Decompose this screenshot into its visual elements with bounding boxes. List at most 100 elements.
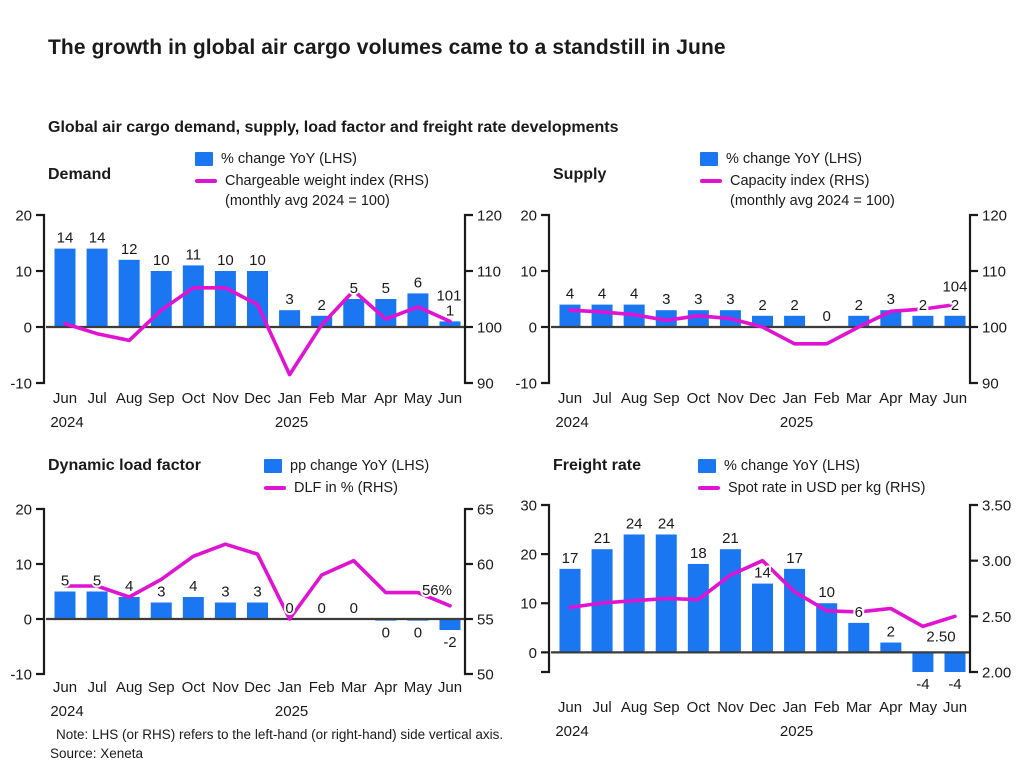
month-label: Jul xyxy=(87,679,106,696)
rhs-tick-label: 3.00 xyxy=(982,553,1011,570)
month-label: Aug xyxy=(116,679,143,696)
month-label: Jul xyxy=(87,390,106,407)
lhs-tick-label: 30 xyxy=(520,498,537,515)
bar-May xyxy=(912,652,934,672)
legend-line-label: Spot rate in USD per kg (RHS) xyxy=(728,480,926,496)
bar-value-label: 1 xyxy=(446,302,454,319)
rhs-tick-label: 90 xyxy=(982,376,999,393)
bar-value-label: 10 xyxy=(153,252,170,269)
month-label: Oct xyxy=(687,699,711,716)
bar-Jan xyxy=(279,310,301,327)
month-label: Oct xyxy=(182,679,206,696)
bar-Dec xyxy=(246,602,268,619)
month-label: Apr xyxy=(879,390,902,407)
legend-bar-label: % change YoY (LHS) xyxy=(221,151,357,167)
month-label: Jul xyxy=(592,699,611,716)
rhs-tick-label: 120 xyxy=(477,208,502,225)
month-label: Dec xyxy=(749,390,776,407)
month-label: Jun xyxy=(558,699,582,716)
lhs-tick-label: 20 xyxy=(15,208,32,225)
month-label: Mar xyxy=(846,699,872,716)
rhs-tick-label: 55 xyxy=(477,612,494,629)
bar-Jun xyxy=(944,315,966,327)
rhs-tick-label: 65 xyxy=(477,502,494,519)
line-end-label: 101 xyxy=(436,287,461,304)
month-label: Jan xyxy=(277,390,301,407)
month-label: May xyxy=(909,390,938,407)
month-label: Jan xyxy=(277,679,301,696)
rhs-tick-label: 90 xyxy=(477,376,494,393)
bar-value-label: 6 xyxy=(855,604,863,621)
bar-Jun xyxy=(54,591,76,619)
bar-value-label: 14 xyxy=(89,230,106,247)
month-label: Jun xyxy=(558,390,582,407)
bar-Dec xyxy=(751,583,773,653)
bar-Jun xyxy=(944,652,966,672)
month-label: Feb xyxy=(814,390,840,407)
month-label: Nov xyxy=(717,699,744,716)
chart-title-dlf: Dynamic load factor xyxy=(48,457,201,474)
bar-value-label: 3 xyxy=(887,291,895,308)
month-label: Feb xyxy=(309,390,335,407)
bar-value-label: 4 xyxy=(125,578,133,595)
bar-swatch-icon xyxy=(195,152,213,166)
bar-value-label: 3 xyxy=(726,291,734,308)
month-label: Dec xyxy=(244,390,271,407)
bar-value-label: 2 xyxy=(317,297,325,314)
lhs-tick-label: 10 xyxy=(520,596,537,613)
bar-Jan xyxy=(784,315,806,327)
bar-Jun xyxy=(559,568,581,653)
bar-value-label: 21 xyxy=(722,530,739,547)
line-end-label: 2.50 xyxy=(926,628,955,645)
bar-Feb xyxy=(311,315,333,327)
legend-item-line: Spot rate in USD per kg (RHS) xyxy=(698,478,925,498)
month-label: Jun xyxy=(943,390,967,407)
lhs-tick-label: 10 xyxy=(15,264,32,281)
bar-value-label: 2 xyxy=(887,624,895,641)
trend-line xyxy=(568,302,957,346)
legend-item-bars: % change YoY (LHS) xyxy=(700,149,895,169)
bar-value-label: 4 xyxy=(189,578,197,595)
month-label: Aug xyxy=(621,390,648,407)
bar-value-label: 5 xyxy=(350,280,358,297)
year-label: 2025 xyxy=(275,414,308,431)
bar-May xyxy=(407,293,429,327)
legend-bar-label: % change YoY (LHS) xyxy=(726,151,862,167)
bar-value-label: 3 xyxy=(253,584,261,601)
bar-value-label: 10 xyxy=(217,252,234,269)
month-label: Jan xyxy=(782,390,806,407)
bar-value-label: 5 xyxy=(61,573,69,590)
month-label: Feb xyxy=(814,699,840,716)
bar-value-label: 3 xyxy=(694,291,702,308)
right-axis xyxy=(968,503,978,674)
bar-value-label: 2 xyxy=(758,297,766,314)
bar-value-label: 3 xyxy=(157,584,165,601)
line-swatch-icon xyxy=(264,486,286,490)
bar-value-label: 5 xyxy=(382,280,390,297)
bar-value-label: 3 xyxy=(662,291,670,308)
month-label: Jun xyxy=(53,679,77,696)
bar-value-label: 2 xyxy=(790,297,798,314)
legend-item-line: Capacity index (RHS) (monthly avg 2024 = … xyxy=(700,171,895,211)
footnote: Note: LHS (or RHS) refers to the left-ha… xyxy=(56,727,504,742)
bar-Oct xyxy=(182,265,204,327)
lhs-tick-label: 0 xyxy=(529,645,537,662)
legend-item-line: DLF in % (RHS) xyxy=(264,478,429,498)
bar-value-label: 17 xyxy=(786,550,803,567)
line-end-label: 56% xyxy=(422,582,452,599)
rhs-tick-label: 110 xyxy=(982,264,1006,281)
year-label: 2024 xyxy=(50,703,83,720)
right-axis xyxy=(463,507,473,676)
month-label: Apr xyxy=(374,679,397,696)
month-label: Sep xyxy=(653,390,680,407)
bar-May xyxy=(912,315,934,327)
lhs-tick-label: 10 xyxy=(15,557,32,574)
month-label: Dec xyxy=(749,699,776,716)
month-label: Jun xyxy=(438,679,462,696)
rhs-tick-label: 120 xyxy=(982,208,1007,225)
rhs-tick-label: 60 xyxy=(477,557,494,574)
month-label: Jan xyxy=(782,699,806,716)
bar-Jul xyxy=(86,248,108,327)
month-label: Sep xyxy=(148,679,175,696)
